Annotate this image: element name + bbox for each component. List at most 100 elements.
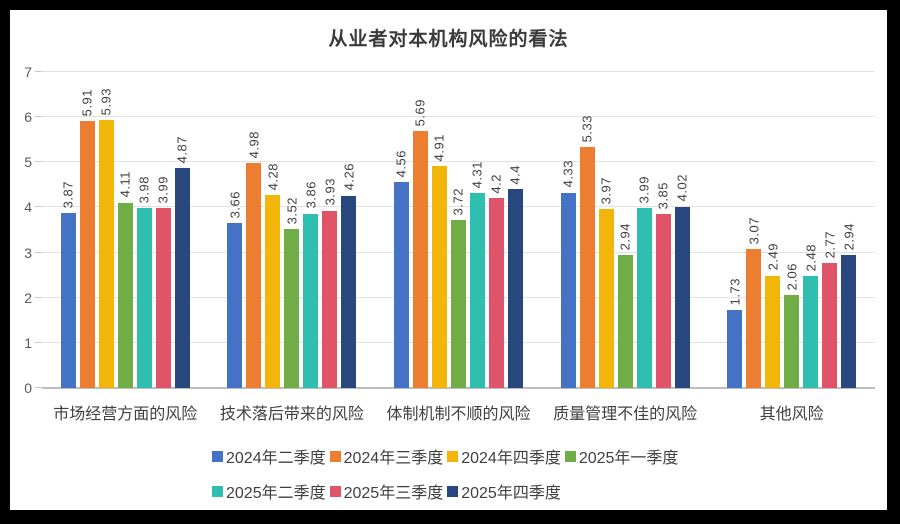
bar-value-label: 3.85 xyxy=(655,181,671,210)
bar-group: 4.33 5.33 3.97 2.94 3.99 3.85 4.02 xyxy=(542,72,709,388)
bar xyxy=(636,207,652,388)
bar xyxy=(265,194,281,388)
bar-value-label: 1.73 xyxy=(727,277,743,305)
y-axis-tick-label: 6 xyxy=(24,109,32,126)
bar-slot: 3.66 xyxy=(227,72,243,388)
bar xyxy=(450,220,466,388)
category-label: 技术落后带来的风险 xyxy=(219,406,364,423)
bar-value-label: 5.33 xyxy=(579,115,595,143)
bar-value-label: 4.56 xyxy=(393,149,409,178)
bar xyxy=(155,207,171,388)
bar-value-label: 3.99 xyxy=(636,175,652,203)
bar-slot: 4.31 xyxy=(469,72,485,388)
legend-label: 2024年四季度 xyxy=(461,450,561,467)
y-tick-mark xyxy=(35,71,42,72)
bar-value-label: 3.98 xyxy=(136,176,152,204)
bar-value-label: 4.02 xyxy=(674,174,690,202)
bar-slot: 4.91 xyxy=(431,72,447,388)
bar-slot: 2.48 xyxy=(803,72,819,388)
bar xyxy=(488,198,504,388)
category-label: 体制机制不顺的风险 xyxy=(386,406,531,423)
bar-slot: 3.52 xyxy=(284,72,300,388)
bar-slot: 3.87 xyxy=(60,72,76,388)
y-axis: 0 1 2 3 4 5 6 7 xyxy=(10,64,32,396)
bar xyxy=(227,222,243,388)
bar xyxy=(60,213,76,388)
bar-value-label: 2.94 xyxy=(617,223,633,251)
y-tick-mark xyxy=(35,296,42,298)
y-axis-tick-label: 5 xyxy=(24,154,32,171)
bar xyxy=(765,275,781,388)
bar-value-label: 5.91 xyxy=(79,88,95,117)
bar-value-label: 3.87 xyxy=(60,181,76,209)
bar-slot: 1.73 xyxy=(727,72,743,388)
bar xyxy=(303,213,319,388)
bar-value-label: 2.48 xyxy=(803,243,819,271)
bar xyxy=(136,208,152,388)
bar-group: 1.73 3.07 2.49 2.06 2.48 2.77 2.94 xyxy=(708,72,875,388)
bar-value-label: 4.98 xyxy=(246,130,262,159)
bar xyxy=(507,189,523,388)
bar xyxy=(727,309,743,388)
bar-slot: 4.4 xyxy=(507,72,523,388)
plot-area: 3.87 5.91 5.93 4.11 3.98 3.99 4.87 3.66 4.98 4.28… xyxy=(35,71,875,389)
bar xyxy=(79,121,95,388)
bar xyxy=(246,163,262,388)
bar-slot: 2.77 xyxy=(822,72,838,388)
y-tick-mark xyxy=(35,116,42,118)
bar-value-label: 3.72 xyxy=(450,187,466,216)
legend-label: 2025年一季度 xyxy=(578,450,679,467)
bar xyxy=(98,120,114,388)
category-label: 市场经营方面的风险 xyxy=(53,406,198,423)
bar-slot: 3.99 xyxy=(636,72,652,388)
bar-value-label: 2.77 xyxy=(822,230,838,258)
legend-item: 2025年三季度 xyxy=(329,479,443,503)
bar-slot: 5.69 xyxy=(412,72,428,388)
bar xyxy=(412,131,428,388)
bar-slot: 4.98 xyxy=(246,72,262,388)
legend-item: 2025年二季度 xyxy=(212,479,326,503)
bar-value-label: 3.52 xyxy=(284,196,300,225)
y-tick-mark xyxy=(35,206,42,208)
bar xyxy=(174,168,190,388)
legend-item: 2025年四季度 xyxy=(447,479,561,503)
legend-swatch xyxy=(329,450,341,462)
bar-slot: 3.99 xyxy=(155,72,171,388)
legend-swatch xyxy=(447,485,459,497)
bar-slot: 2.94 xyxy=(841,72,857,388)
bar xyxy=(784,295,800,388)
bar-slot: 4.87 xyxy=(174,72,190,388)
bar-group: 3.66 4.98 4.28 3.52 3.86 3.93 4.26 xyxy=(209,72,376,388)
bar xyxy=(841,255,857,388)
bar-slot: 5.93 xyxy=(98,72,114,388)
bar-slot: 4.26 xyxy=(341,72,357,388)
bar-slot: 3.72 xyxy=(450,72,466,388)
bar xyxy=(803,276,819,388)
bar-value-label: 4.87 xyxy=(174,135,190,164)
bar-value-label: 4.33 xyxy=(560,160,576,188)
legend: 2024年二季度 2024年三季度 2024年四季度 2025年一季度 2025年二季度… xyxy=(212,444,682,514)
bar-value-label: 2.49 xyxy=(765,243,781,271)
bar xyxy=(560,192,576,388)
bar-value-label: 4.4 xyxy=(507,164,523,185)
legend-swatch xyxy=(564,450,576,462)
y-axis-tick-label: 1 xyxy=(24,334,32,351)
bar-value-label: 3.07 xyxy=(746,217,762,245)
bar-slot: 4.28 xyxy=(265,72,281,388)
bar xyxy=(117,202,133,388)
legend-item: 2024年四季度 xyxy=(447,444,561,468)
bar-slot: 4.33 xyxy=(560,72,576,388)
chart-title: 从业者对本机构风险的看法 xyxy=(328,29,569,50)
y-axis-tick-label: 2 xyxy=(24,289,32,306)
bar-slot: 2.06 xyxy=(784,72,800,388)
bar-slot: 3.86 xyxy=(303,72,319,388)
bar-slot: 3.98 xyxy=(136,72,152,388)
y-axis-tick-label: 7 xyxy=(24,64,32,80)
bar-value-label: 4.28 xyxy=(265,162,281,190)
bar-value-label: 3.99 xyxy=(155,175,171,203)
axis-baseline xyxy=(42,387,875,389)
legend-label: 2024年二季度 xyxy=(226,450,326,467)
y-tick-mark xyxy=(35,341,42,343)
bar xyxy=(469,193,485,388)
legend-label: 2024年三季度 xyxy=(343,450,444,467)
